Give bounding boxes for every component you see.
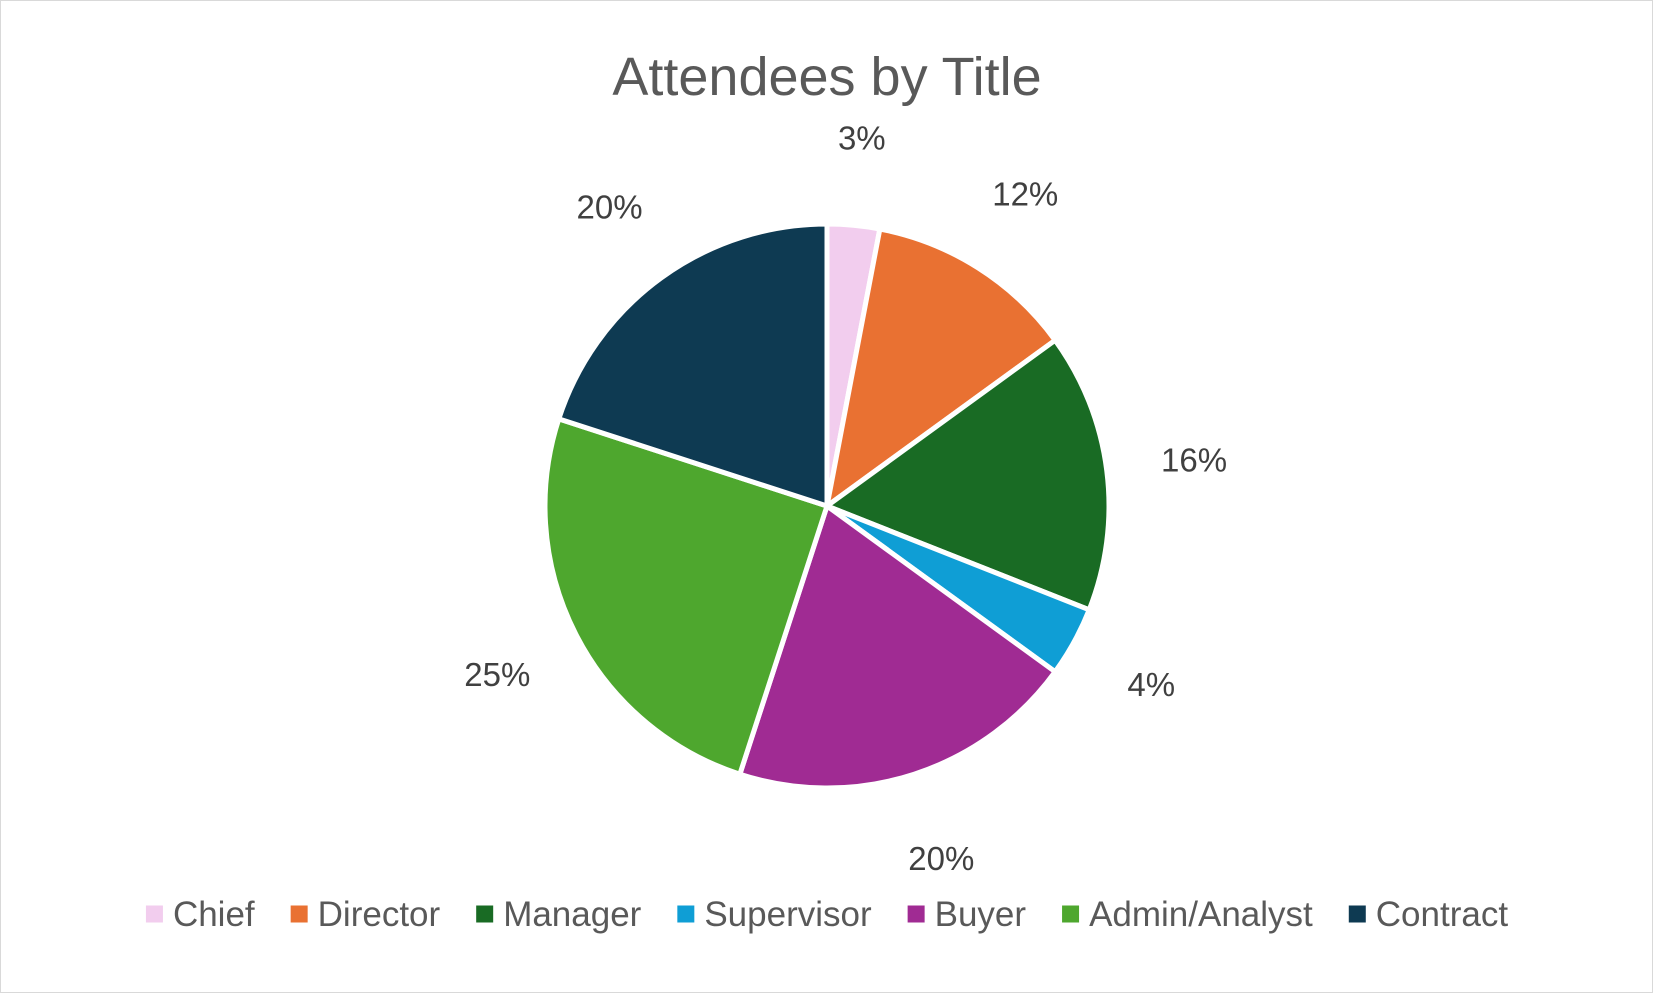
legend-swatch-buyer bbox=[907, 905, 925, 923]
legend-swatch-supervisor bbox=[677, 905, 695, 923]
legend-item-buyer: Buyer bbox=[907, 895, 1027, 934]
legend-item-supervisor: Supervisor bbox=[677, 895, 872, 934]
legend-swatch-manager bbox=[476, 905, 494, 923]
data-label-director: 12% bbox=[992, 176, 1058, 213]
data-label-chief: 3% bbox=[838, 120, 886, 157]
legend-label-contract: Contract bbox=[1376, 895, 1509, 934]
legend-label-manager: Manager bbox=[503, 895, 641, 934]
legend-item-director: Director bbox=[290, 895, 441, 934]
chart-title: Attendees by Title bbox=[612, 47, 1041, 107]
pie-slice-director bbox=[824, 226, 1058, 509]
legend-label-chief: Chief bbox=[173, 895, 255, 934]
data-label-admin-analyst: 25% bbox=[464, 656, 530, 693]
legend-swatch-admin-analyst bbox=[1062, 905, 1080, 923]
pie-slices bbox=[542, 221, 1112, 791]
pie-slice-manager bbox=[824, 337, 1112, 613]
legend-item-contract: Contract bbox=[1348, 895, 1509, 934]
chart-legend: Chief Director Manager Supervisor Buyer Admin… bbox=[145, 895, 1509, 934]
legend-item-chief: Chief bbox=[145, 895, 255, 934]
legend-label-director: Director bbox=[318, 895, 441, 934]
data-label-manager: 16% bbox=[1161, 442, 1227, 479]
legend-swatch-chief bbox=[145, 905, 163, 923]
pie-slice-admin-analyst bbox=[542, 416, 830, 777]
legend-label-admin-analyst: Admin/Analyst bbox=[1089, 895, 1313, 934]
pie-slice-buyer bbox=[737, 503, 1058, 791]
data-label-buyer: 20% bbox=[908, 840, 974, 877]
legend-swatch-contract bbox=[1348, 905, 1366, 923]
legend-item-manager: Manager bbox=[476, 895, 642, 934]
legend-label-supervisor: Supervisor bbox=[704, 895, 872, 934]
legend-swatch-director bbox=[290, 905, 308, 923]
data-label-supervisor: 4% bbox=[1127, 666, 1175, 703]
data-label-contract: 20% bbox=[576, 189, 642, 226]
legend-item-admin-analyst: Admin/Analyst bbox=[1062, 895, 1313, 934]
pie-slice-contract bbox=[556, 221, 830, 509]
pie-data-labels: 3% 12% 16% 4% 20% 25% 20% bbox=[464, 120, 1227, 877]
legend-label-buyer: Buyer bbox=[935, 895, 1027, 934]
